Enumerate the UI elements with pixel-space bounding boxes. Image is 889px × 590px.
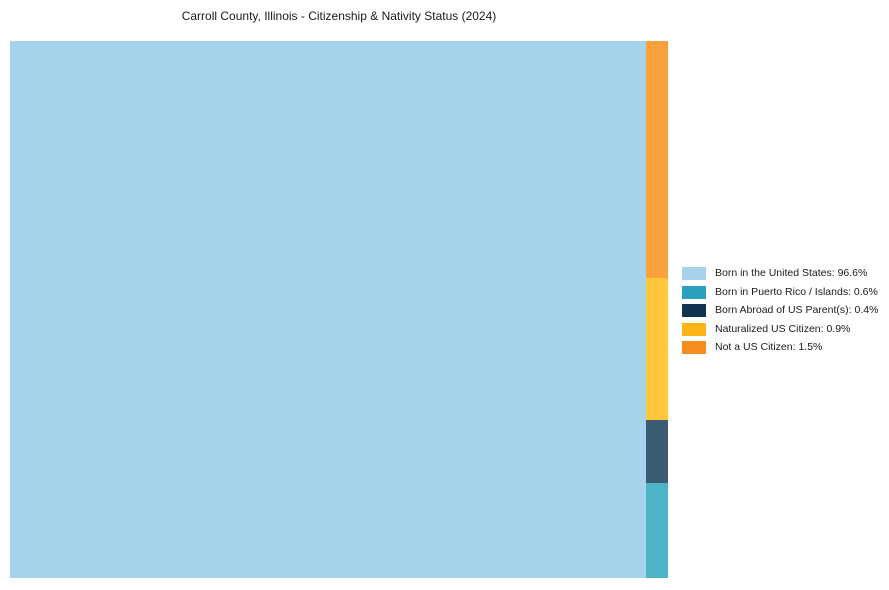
treemap-rect-not-a-us-citizen <box>645 41 668 278</box>
legend-swatch-not-a-us-citizen <box>682 341 706 354</box>
legend-label: Naturalized US Citizen: 0.9% <box>715 322 851 335</box>
legend-label: Born in Puerto Rico / Islands: 0.6% <box>715 285 878 298</box>
treemap-rect-born-in-puerto-rico-islands <box>645 483 668 578</box>
legend-label: Not a US Citizen: 1.5% <box>715 341 823 353</box>
chart-title: Carroll County, Illinois - Citizenship &… <box>181 9 497 23</box>
legend: Born in the United States: 96.6% Born in … <box>682 267 878 360</box>
legend-item-born-in-puerto-rico-islands: Born in Puerto Rico / Islands: 0.6% <box>682 285 878 299</box>
legend-item-not-a-us-citizen: Not a US Citizen: 1.5% <box>682 341 878 354</box>
legend-swatch-naturalized-us-citizen <box>682 322 706 336</box>
treemap-rect-naturalized-us-citizen <box>645 277 668 421</box>
legend-label: Born Abroad of US Parent(s): 0.4% <box>715 304 879 316</box>
treemap-right-stack <box>645 41 668 578</box>
treemap-rect-born-in-the-united-states <box>10 41 646 578</box>
legend-item-naturalized-us-citizen: Naturalized US Citizen: 0.9% <box>682 322 878 336</box>
legend-swatch-born-in-puerto-rico-islands <box>682 285 706 299</box>
legend-label: Born in the United States: 96.6% <box>715 267 868 279</box>
legend-item-born-abroad-of-us-parent-s: Born Abroad of US Parent(s): 0.4% <box>682 304 878 317</box>
legend-swatch-born-in-the-united-states <box>682 267 706 280</box>
legend-swatch-born-abroad-of-us-parent-s <box>682 304 706 317</box>
treemap-rect-born-abroad-of-us-parent-s <box>645 420 668 484</box>
treemap-chart <box>10 41 668 578</box>
legend-item-born-in-the-united-states: Born in the United States: 96.6% <box>682 267 878 280</box>
